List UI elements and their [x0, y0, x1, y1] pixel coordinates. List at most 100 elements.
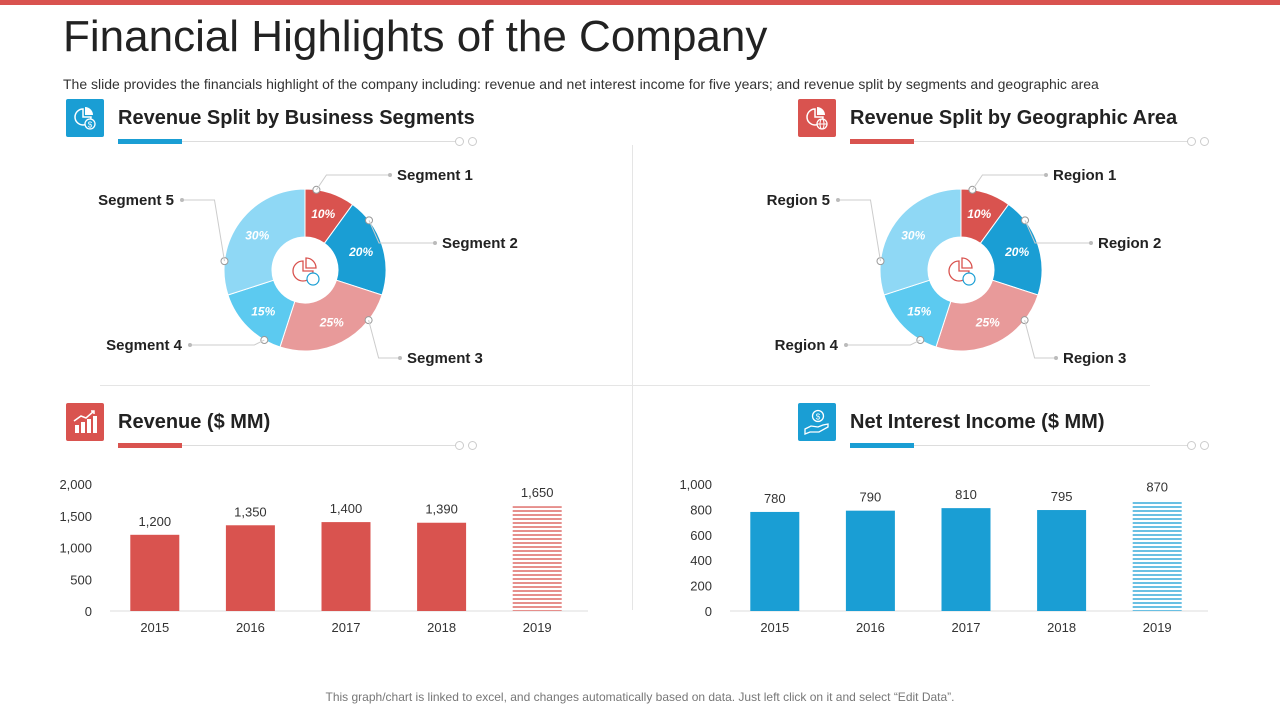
decor-dot	[468, 441, 477, 450]
revenue-title-accent	[118, 443, 182, 448]
revenue-x-tick: 2017	[332, 620, 361, 635]
nii-value-label: 780	[764, 491, 786, 506]
segments-leader-end	[433, 241, 437, 245]
segments-title-rule	[118, 141, 458, 142]
geography-slice-3[interactable]	[935, 279, 1039, 352]
geography-pct-label: 20%	[1004, 245, 1029, 259]
segments-slice-5[interactable]	[223, 188, 306, 296]
segments-center-icon	[292, 257, 320, 286]
revenue-y-tick: 2,000	[59, 477, 92, 492]
nii-section-title: Net Interest Income ($ MM)	[850, 411, 1105, 433]
segments-label-3: Segment 3	[407, 350, 483, 367]
segments-label-1: Segment 1	[397, 167, 473, 184]
segments-leader-line	[315, 174, 390, 191]
revenue-x-tick: 2019	[523, 620, 552, 635]
nii-bar-2015[interactable]	[750, 511, 800, 611]
segments-leader-end	[398, 356, 402, 360]
horizontal-divider	[100, 385, 1150, 386]
nii-x-tick: 2016	[856, 620, 885, 635]
revenue-bar-chart[interactable]: 0 500 1,000 1,500 2,000 1,200 2015 1,350 2016 1,4…	[40, 470, 600, 645]
nii-y-tick: 600	[690, 528, 712, 543]
pie-chart-globe-icon	[798, 99, 836, 137]
revenue-x-tick: 2016	[236, 620, 265, 635]
geography-leader-end	[836, 198, 840, 202]
geography-center	[929, 238, 993, 302]
nii-x-tick: 2015	[760, 620, 789, 635]
segments-center	[273, 238, 337, 302]
segments-donut-chart[interactable]: 10% Segment 1 20% Segment 2 25% Segment 3 15% S…	[60, 150, 580, 380]
revenue-value-label: 1,350	[234, 504, 267, 519]
svg-text:$: $	[816, 413, 821, 422]
geography-leader-dot	[916, 336, 925, 345]
nii-x-tick: 2018	[1047, 620, 1076, 635]
segments-leader-line	[182, 199, 225, 262]
nii-bar-chart[interactable]: 0 200 400 600 800 1,000 780 2015 790 2016 810 2017 7…	[660, 470, 1220, 645]
geography-label-5: Region 5	[767, 192, 830, 209]
nii-y-tick: 200	[690, 579, 712, 594]
decor-dot	[1200, 441, 1209, 450]
revenue-y-tick: 0	[85, 604, 92, 619]
hand-coin-icon: $	[798, 403, 836, 441]
segments-label-2: Segment 2	[442, 235, 518, 252]
geography-leader-line	[846, 339, 921, 346]
nii-bar-2018[interactable]	[1037, 510, 1087, 611]
revenue-bar-2017[interactable]	[321, 522, 371, 611]
revenue-value-label: 1,200	[139, 514, 172, 529]
decor-dot	[1187, 137, 1196, 146]
page-subtitle: The slide provides the financials highli…	[63, 76, 1099, 92]
nii-bar-2017[interactable]	[941, 508, 991, 611]
geography-center-icon	[948, 257, 976, 286]
segments-slice-2[interactable]	[323, 203, 387, 296]
revenue-bar-2015[interactable]	[130, 534, 180, 611]
nii-bar-2019[interactable]	[1132, 500, 1182, 611]
nii-title-rule	[850, 445, 1190, 446]
nii-bar-2016[interactable]	[845, 510, 895, 611]
geography-donut-chart[interactable]: 10% Region 1 20% Region 2 25% Region 3 15% Regi…	[716, 150, 1236, 380]
geography-leader-line	[1024, 320, 1056, 359]
geography-label-1: Region 1	[1053, 167, 1116, 184]
geography-title-accent	[850, 139, 914, 144]
segments-slice-3[interactable]	[279, 279, 383, 352]
decor-dot	[1200, 137, 1209, 146]
segments-section-title: Revenue Split by Business Segments	[118, 107, 475, 129]
svg-text:$: $	[88, 121, 93, 130]
revenue-bar-2019[interactable]	[512, 506, 562, 611]
revenue-value-label: 1,390	[425, 502, 458, 517]
revenue-value-label: 1,400	[330, 501, 363, 516]
nii-y-tick: 0	[705, 604, 712, 619]
geography-section-title: Revenue Split by Geographic Area	[850, 107, 1178, 129]
geography-leader-end	[1089, 241, 1093, 245]
segments-leader-line	[190, 339, 265, 346]
growth-chart-icon	[66, 403, 104, 441]
nii-y-tick: 800	[690, 502, 712, 517]
revenue-y-tick: 500	[70, 572, 92, 587]
revenue-bar-2018[interactable]	[417, 522, 467, 611]
segments-leader-line	[368, 220, 435, 244]
geography-leader-end	[844, 343, 848, 347]
segments-pct-label: 15%	[251, 305, 275, 319]
segments-leader-line	[368, 320, 400, 359]
segments-pct-label: 25%	[319, 316, 344, 330]
revenue-y-tick: 1,000	[59, 541, 92, 556]
geography-leader-line	[1024, 220, 1091, 244]
segments-pct-label: 30%	[245, 228, 269, 242]
segments-title-accent	[118, 139, 182, 144]
revenue-section-title: Revenue ($ MM)	[118, 411, 271, 433]
nii-value-label: 870	[1146, 480, 1168, 495]
revenue-title-rule	[118, 445, 458, 446]
revenue-y-tick: 1,500	[59, 509, 92, 524]
geography-leader-dot	[1021, 216, 1030, 225]
segments-label-4: Segment 4	[106, 337, 183, 354]
geography-label-3: Region 3	[1063, 350, 1126, 367]
nii-value-label: 790	[860, 490, 882, 505]
geography-slice-5[interactable]	[879, 188, 962, 296]
pie-chart-dollar-icon: $	[66, 99, 104, 137]
geography-leader-end	[1054, 356, 1058, 360]
segments-pct-label: 10%	[311, 207, 335, 221]
geography-slice-2[interactable]	[979, 203, 1043, 296]
decor-dot	[468, 137, 477, 146]
geography-leader-dot	[1020, 316, 1029, 325]
nii-value-label: 795	[1051, 489, 1073, 504]
revenue-bar-2016[interactable]	[225, 525, 275, 611]
revenue-x-tick: 2015	[140, 620, 169, 635]
